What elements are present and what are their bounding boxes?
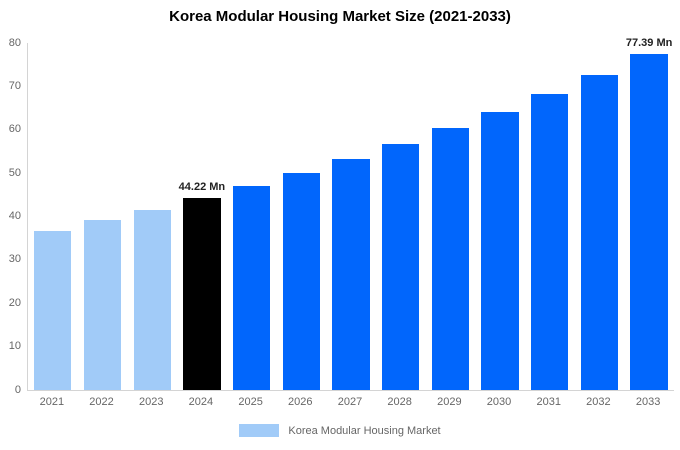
x-tick-label: 2030 [486,396,512,408]
x-tick-label: 2032 [586,396,611,408]
bar-band-2029 [426,43,476,390]
y-tick-label: 50 [8,166,21,179]
x-tick-label: 2023 [138,396,164,408]
x-tick-label: 2028 [387,396,412,408]
x-tick-label: 2031 [536,396,561,408]
x-tick-label: 2024 [188,396,214,408]
bar-2021 [34,230,72,390]
bar-band-2021 [28,43,78,390]
bar-2029 [431,128,469,390]
bar-2033 [630,54,668,390]
legend: Korea Modular Housing Market [0,424,680,437]
x-axis: 2021 2022 2023 2024 2025 2026 2027 2028 2029 2030… [27,396,673,408]
bar-band-2031 [525,43,575,390]
bar-band-2022 [78,43,128,390]
legend-swatch-icon [239,424,280,437]
plot-area: 44.22 Mn 77.39 Mn [27,37,674,391]
x-tick-label: 2022 [89,396,114,408]
bar-2032 [580,75,619,390]
bar-band-2024: 44.22 Mn [177,43,227,390]
bar-band-2030 [475,43,525,390]
bar-2024 [183,198,221,390]
x-tick-label: 2025 [238,396,263,408]
bar-band-2025 [227,43,277,390]
y-tick-label: 60 [8,123,21,136]
y-tick-label: 0 [14,383,21,396]
bar-2028 [382,144,420,390]
bar-band-2023 [127,43,177,390]
bar-2027 [332,158,370,390]
y-tick-label: 20 [8,296,21,309]
bar-band-2026 [276,43,326,390]
bar-2030 [481,111,519,390]
legend-label: Korea Modular Housing Market [288,424,441,437]
chart-title: Korea Modular Housing Market Size (2021-… [169,8,511,25]
bar-2025 [232,185,271,390]
bar-band-2028 [376,43,426,390]
bar-2022 [83,220,122,390]
bar-band-2032 [575,43,625,390]
data-label-2024: 44.22 Mn [178,181,226,194]
x-tick-label: 2026 [288,396,313,408]
x-tick-label: 2021 [39,396,65,408]
y-tick-label: 10 [8,340,21,353]
y-tick-label: 80 [8,36,21,49]
bar-2031 [531,93,569,390]
bar-2026 [282,172,320,390]
bar-band-2033: 77.39 Mn [624,37,674,390]
x-tick-label: 2033 [635,396,661,408]
x-tick-label: 2027 [337,396,363,408]
bar-band-2027 [326,43,376,390]
bar-2023 [133,209,171,390]
x-tick-label: 2029 [437,396,462,408]
y-tick-label: 40 [8,210,21,222]
y-tick-label: 70 [8,79,21,92]
data-label-2033: 77.39 Mn [625,37,673,50]
y-tick-label: 30 [8,253,21,266]
